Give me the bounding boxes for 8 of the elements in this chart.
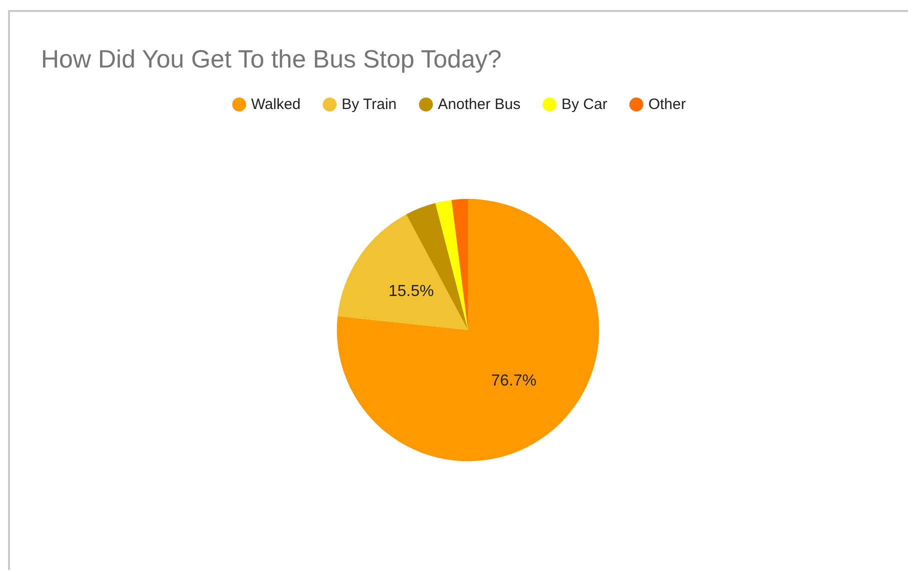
legend-label: By Train <box>342 96 397 113</box>
data-label: 15.5% <box>388 283 434 300</box>
legend-label: Other <box>648 96 686 113</box>
data-label: 76.7% <box>491 372 536 390</box>
legend-label: Walked <box>251 96 301 113</box>
chart-title: How Did You Get To the Bus Stop Today? <box>41 46 502 74</box>
legend-label: Another Bus <box>438 96 520 113</box>
legend-label: By Car <box>561 96 608 113</box>
